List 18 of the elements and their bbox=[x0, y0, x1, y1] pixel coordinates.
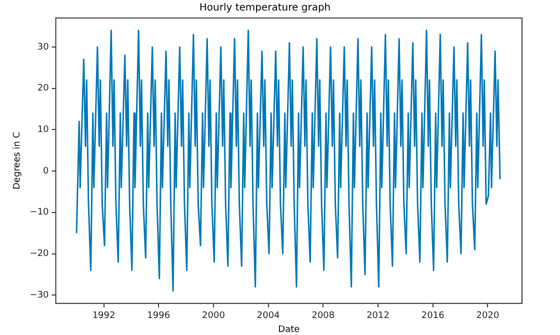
x-tick-label: 1992 bbox=[92, 311, 116, 322]
x-tick-label: 2016 bbox=[421, 311, 445, 322]
y-tick-label: 20 bbox=[37, 84, 50, 94]
y-tick-label: 0 bbox=[43, 166, 50, 176]
y-axis-title: Degrees in C bbox=[12, 132, 23, 190]
x-tick-label: 2004 bbox=[256, 311, 280, 322]
x-tick-label: 2008 bbox=[312, 311, 335, 322]
y-tick-label: 10 bbox=[37, 125, 50, 136]
x-tick-label: 1996 bbox=[147, 311, 170, 322]
x-tick-label: 2000 bbox=[202, 311, 226, 322]
chart-title: Hourly temperature graph bbox=[199, 2, 331, 14]
y-tick-label: −20 bbox=[30, 249, 50, 260]
y-tick-label: −10 bbox=[30, 208, 50, 218]
x-axis-title: Date bbox=[278, 324, 300, 335]
y-tick-label: 30 bbox=[37, 42, 50, 52]
y-tick-label: −30 bbox=[30, 290, 50, 300]
x-tick-label: 2012 bbox=[366, 311, 390, 322]
x-tick-label: 2020 bbox=[476, 311, 500, 322]
